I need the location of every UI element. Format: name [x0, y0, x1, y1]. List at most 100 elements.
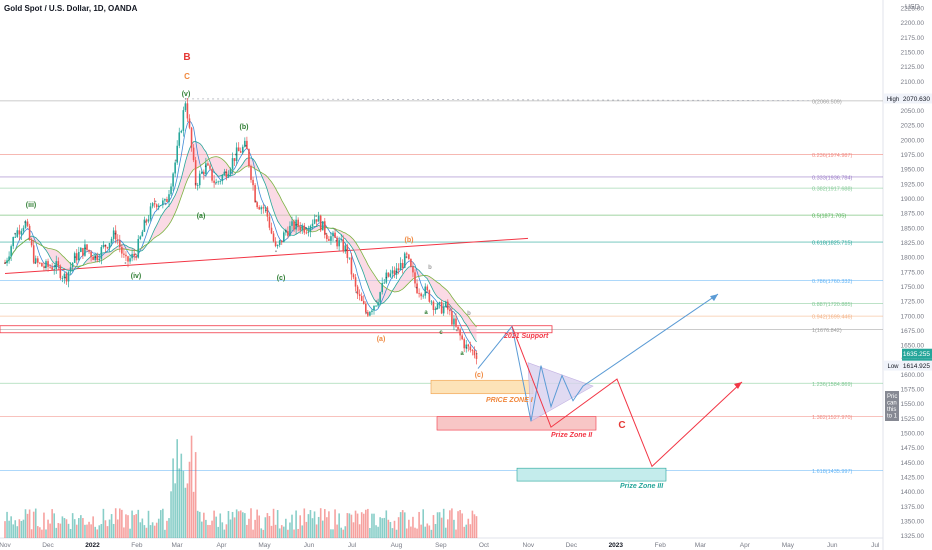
candle-body: [336, 237, 338, 247]
candle-body: [119, 240, 121, 248]
candle-body: [219, 181, 222, 182]
price-tick-label: 2000.00: [901, 137, 925, 144]
candle-body: [262, 207, 265, 209]
volume-bar: [22, 519, 25, 538]
candle-body: [258, 207, 260, 210]
candle-body: [71, 262, 74, 268]
fib-level-label: 1.618(1435.997): [812, 469, 853, 475]
candle-body: [424, 286, 427, 296]
volume-bar: [10, 516, 12, 538]
volume-bar: [168, 518, 170, 538]
price-tick-label: 1700.00: [901, 313, 925, 320]
volume-bar: [287, 529, 289, 538]
candle-body: [223, 171, 226, 176]
wave-label: (b): [240, 124, 249, 131]
volume-bar: [297, 528, 299, 538]
volume-bar: [324, 509, 326, 538]
volume-bar: [334, 509, 336, 538]
dotted-trendline: [187, 98, 813, 102]
candle-body: [467, 344, 470, 347]
candle-body: [205, 163, 207, 175]
volume-bar: [98, 525, 101, 538]
volume-bar: [354, 510, 357, 538]
volume-bar: [285, 518, 287, 538]
candle-body: [393, 270, 396, 275]
candle-body: [430, 301, 433, 303]
volume-bar: [55, 527, 58, 538]
candle-body: [127, 256, 129, 262]
current-price-badge-box: [902, 348, 932, 359]
volume-bar: [369, 527, 371, 538]
data-point: [184, 97, 187, 100]
candle-body: [315, 219, 318, 222]
candle-body: [102, 244, 105, 248]
volume-bar: [412, 516, 414, 538]
candle-body: [289, 225, 291, 236]
price-tick-label: 1750.00: [901, 284, 925, 291]
volume-bar: [80, 515, 82, 538]
candle-body: [57, 261, 60, 267]
volume-bar: [373, 513, 375, 538]
candle-body: [65, 273, 68, 282]
volume-bar: [180, 453, 183, 538]
candle-body: [410, 258, 412, 267]
volume-bar: [6, 511, 8, 538]
candle-body: [227, 173, 230, 178]
candle-body: [192, 147, 195, 161]
data-point: [445, 306, 448, 308]
data-point: [335, 239, 338, 242]
volume-bar: [350, 514, 353, 538]
candle-body: [123, 253, 125, 255]
volume-bar: [358, 524, 361, 538]
volume-bar: [8, 520, 10, 538]
candle-body: [362, 300, 365, 304]
volume-bar: [455, 529, 457, 538]
candle-body: [100, 247, 103, 259]
volume-bar: [260, 528, 263, 538]
volume-bar: [340, 527, 342, 538]
candle-body: [418, 293, 420, 294]
data-point: [224, 171, 227, 174]
current-price-badge-value: 1635.255: [903, 351, 930, 358]
candle-body: [110, 238, 113, 244]
volume-bar: [391, 528, 394, 538]
candle-body: [305, 232, 308, 234]
volume-bar: [192, 491, 195, 538]
candle-body: [295, 219, 297, 230]
candle-body: [166, 199, 168, 202]
volume-bar: [426, 523, 429, 538]
time-tick-label: Apr: [216, 542, 227, 549]
wave-label: (v): [182, 91, 191, 98]
volume-bar: [375, 525, 377, 538]
candle-body: [84, 244, 86, 256]
candle-body: [92, 256, 94, 260]
candle-body: [278, 240, 281, 245]
candle-body: [188, 118, 191, 128]
volume-bar: [137, 509, 140, 538]
high-badge-label: High: [887, 97, 899, 103]
candle-body: [293, 221, 295, 230]
candle-body: [151, 203, 154, 207]
tooltip-line: to 1: [887, 414, 898, 420]
price-tick-label: 1775.00: [901, 269, 925, 276]
volume-bar: [406, 528, 408, 538]
volume-bar: [231, 511, 234, 538]
data-point: [375, 300, 378, 303]
volume-bar: [301, 525, 304, 538]
wave-label: (a): [197, 213, 206, 220]
volume-bar: [147, 510, 150, 538]
candle-body: [399, 262, 402, 270]
volume-bar: [67, 523, 70, 538]
volume-bar: [473, 514, 476, 538]
volume-bar: [217, 526, 219, 538]
candle-body: [428, 290, 431, 302]
candle-body: [436, 303, 439, 309]
volume-bar: [371, 513, 373, 538]
volume-bar: [438, 512, 441, 538]
volume-bar: [209, 525, 211, 538]
moving-average-line: [4, 156, 477, 328]
price-zone-2: [436, 416, 597, 431]
candle-body: [55, 261, 58, 270]
volume-bar: [307, 514, 310, 538]
